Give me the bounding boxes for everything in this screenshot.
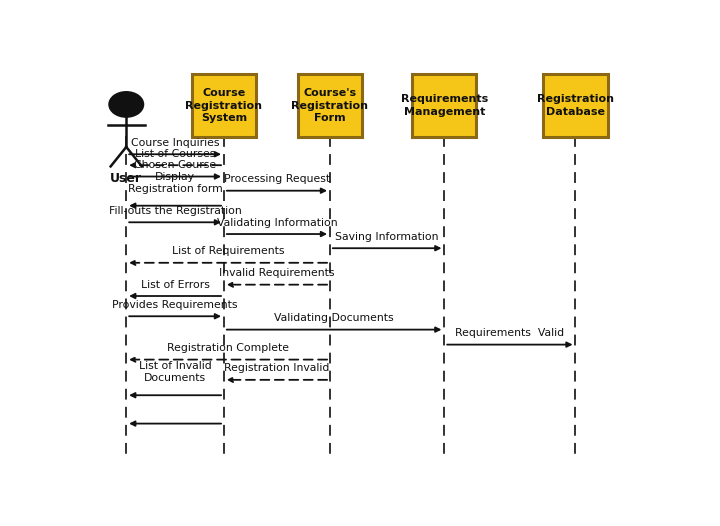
Text: List of Errors: List of Errors bbox=[140, 279, 210, 289]
Text: List of Invalid
Documents: List of Invalid Documents bbox=[139, 361, 212, 383]
Text: List of Requirements: List of Requirements bbox=[172, 246, 284, 256]
Text: Requirements  Valid: Requirements Valid bbox=[455, 328, 564, 338]
Circle shape bbox=[109, 92, 143, 117]
Text: Registration
Database: Registration Database bbox=[537, 95, 614, 117]
FancyBboxPatch shape bbox=[413, 74, 477, 137]
Text: Fill-outs the Registration: Fill-outs the Registration bbox=[109, 206, 241, 216]
Text: Chosen Course: Chosen Course bbox=[134, 160, 216, 170]
Text: Invalid Requirements: Invalid Requirements bbox=[219, 268, 335, 278]
Text: Validating Documents: Validating Documents bbox=[274, 313, 394, 323]
Text: Course's
Registration
Form: Course's Registration Form bbox=[292, 88, 369, 123]
Text: User: User bbox=[110, 173, 143, 186]
Text: Requirements
Management: Requirements Management bbox=[401, 95, 488, 117]
Text: Course Inquiries: Course Inquiries bbox=[131, 138, 220, 148]
FancyBboxPatch shape bbox=[192, 74, 256, 137]
Text: Registration Complete: Registration Complete bbox=[167, 343, 289, 353]
Text: Processing Request: Processing Request bbox=[224, 174, 330, 184]
FancyBboxPatch shape bbox=[544, 74, 608, 137]
Text: Saving Information: Saving Information bbox=[336, 232, 439, 242]
Text: Provides Requirements: Provides Requirements bbox=[112, 300, 238, 310]
Text: Registration Invalid: Registration Invalid bbox=[224, 363, 330, 373]
Text: List of Courses: List of Courses bbox=[135, 149, 215, 159]
FancyBboxPatch shape bbox=[298, 74, 362, 137]
Text: Course
Registration
System: Course Registration System bbox=[186, 88, 262, 123]
Text: Display
Registration form: Display Registration form bbox=[127, 171, 222, 194]
Text: Validating Information: Validating Information bbox=[217, 218, 337, 228]
